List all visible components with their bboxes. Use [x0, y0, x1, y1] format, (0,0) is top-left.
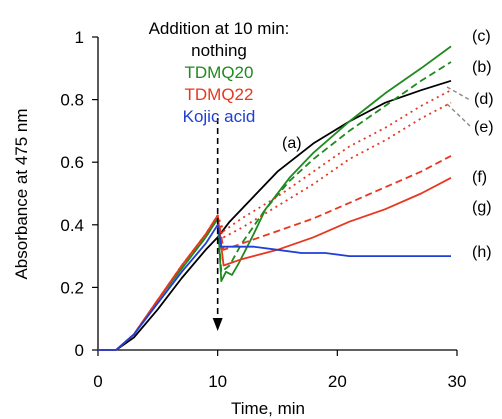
- x-axis-label: Time, min: [231, 399, 305, 418]
- x-tick-label: 10: [208, 372, 227, 391]
- y-tick-label: 0.8: [60, 91, 84, 110]
- series-label: (g): [472, 199, 492, 216]
- legend-entry: TDMQ22: [185, 85, 254, 104]
- x-tick-group: 0 10 20 30: [93, 350, 466, 391]
- series-line: [98, 155, 452, 351]
- series-label-leader: [446, 103, 471, 127]
- series-label: (f): [472, 169, 487, 186]
- series-group: [98, 45, 452, 351]
- series-label: (h): [472, 244, 492, 261]
- series-label: (b): [472, 59, 492, 76]
- legend-block: Addition at 10 min: nothing TDMQ20 TDMQ22 Ko…: [149, 19, 290, 126]
- y-tick-group: 0 0.2 0.4 0.6 0.8 1: [60, 28, 98, 360]
- series-label: (a): [282, 135, 302, 152]
- addition-arrow: [212, 118, 223, 331]
- series-label: (d): [474, 91, 494, 108]
- arrow-head: [212, 318, 223, 331]
- plot-axes: [97, 37, 457, 351]
- y-axis-label: Absorbance at 475 nm: [12, 108, 31, 279]
- y-tick-label: 0.2: [60, 278, 84, 297]
- x-tick-label: 30: [448, 372, 467, 391]
- series-line: [98, 79, 452, 351]
- y-tick-label: 0.6: [60, 153, 84, 172]
- x-tick-label: 0: [93, 372, 102, 391]
- series-label-leader: [446, 86, 471, 101]
- series-label: (c): [472, 28, 491, 45]
- legend-entry: TDMQ20: [185, 63, 254, 82]
- series-labels: (a) (b) (c) (d) (e) (f) (g) (h): [282, 28, 494, 261]
- y-tick-label: 0: [75, 341, 84, 360]
- y-tick-label: 1: [75, 28, 84, 47]
- x-tick-label: 20: [328, 372, 347, 391]
- series-line: [98, 223, 451, 351]
- legend-entry: nothing: [191, 41, 247, 60]
- legend-entry: Kojic acid: [183, 107, 256, 126]
- series-line: [98, 177, 452, 351]
- legend-entry: Addition at 10 min:: [149, 19, 290, 38]
- series-line: [98, 61, 452, 351]
- series-label: (e): [474, 119, 494, 136]
- y-tick-label: 0.4: [60, 216, 84, 235]
